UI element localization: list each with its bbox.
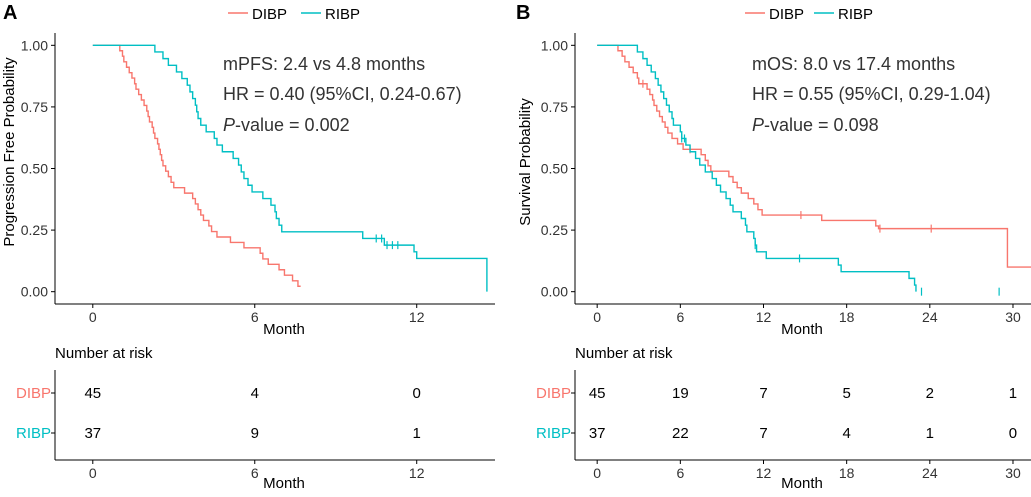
risk-x-axis-ticks: 0 6 12 xyxy=(89,460,425,481)
legend: DIBP RIBP xyxy=(745,6,873,23)
annotation-median: mPFS: 2.4 vs 4.8 months xyxy=(223,54,425,74)
x-tick-label: 6 xyxy=(251,309,259,325)
risk-value: 2 xyxy=(926,385,934,402)
x-axis-title: Month xyxy=(781,321,823,338)
risk-table-title: Number at risk xyxy=(575,345,673,362)
x-axis-title: Month xyxy=(263,321,305,338)
y-tick-label: 0.75 xyxy=(541,99,568,115)
y-axis-ticks: 0.00 0.25 0.50 0.75 1.00 xyxy=(21,37,55,300)
annotation-hr: HR = 0.40 (95%CI, 0.24-0.67) xyxy=(223,84,462,104)
panel-label: B xyxy=(516,2,530,24)
curve-dibp xyxy=(92,44,301,287)
curves xyxy=(92,44,488,292)
y-tick-label: 1.00 xyxy=(21,37,48,53)
y-tick-label: 0.00 xyxy=(541,284,568,300)
risk-value: 22 xyxy=(672,425,689,442)
risk-value: 4 xyxy=(251,385,259,402)
pvalue-italic: P xyxy=(752,115,764,135)
risk-values: 45 19 7 5 2 137 22 7 4 1 0 xyxy=(571,385,1017,442)
risk-value: 19 xyxy=(672,385,689,402)
y-tick-label: 0.75 xyxy=(21,99,48,115)
legend-label-ribp: RIBP xyxy=(838,6,873,23)
y-tick-label: 0.25 xyxy=(21,222,48,238)
risk-value: 1 xyxy=(926,425,934,442)
curve-dibp xyxy=(597,44,1031,268)
y-axis-title: Progression Free Probability xyxy=(1,57,18,247)
y-axis-ticks: 0.00 0.25 0.50 0.75 1.00 xyxy=(541,37,575,300)
risk-value: 0 xyxy=(1009,425,1017,442)
risk-x-axis-title: Month xyxy=(263,475,305,492)
risk-value: 7 xyxy=(759,425,767,442)
y-tick-label: 1.00 xyxy=(541,37,568,53)
legend: DIBP RIBP xyxy=(228,6,360,23)
risk-value: 0 xyxy=(413,385,421,402)
panel-label: A xyxy=(3,2,17,24)
risk-row-label-ribp: RIBP xyxy=(536,425,571,442)
y-tick-label: 0.25 xyxy=(541,222,568,238)
risk-x-tick-label: 24 xyxy=(922,465,938,481)
risk-x-tick-label: 12 xyxy=(756,465,772,481)
risk-x-tick-label: 6 xyxy=(251,465,259,481)
x-tick-label: 0 xyxy=(89,309,97,325)
risk-x-axis-ticks: 0 6 12 18 24 30 xyxy=(593,460,1021,481)
risk-row-label-ribp: RIBP xyxy=(16,425,51,442)
risk-values: 45 4 0 37 9 1 xyxy=(51,385,421,442)
risk-value: 7 xyxy=(759,385,767,402)
legend-label-dibp: DIBP xyxy=(769,6,804,23)
risk-x-tick-label: 0 xyxy=(89,465,97,481)
y-tick-label: 0.00 xyxy=(21,284,48,300)
x-tick-label: 12 xyxy=(756,309,772,325)
panel-b: B DIBP RIBP 0.000.250.500.751.00 0 6 12 18 2… xyxy=(516,2,1031,492)
risk-x-tick-label: 18 xyxy=(839,465,855,481)
annotation-pvalue: P-value = 0.002 xyxy=(223,115,350,135)
annotation-pvalue: P-value = 0.098 xyxy=(752,115,879,135)
risk-x-tick-label: 30 xyxy=(1005,465,1021,481)
risk-value: 45 xyxy=(589,385,606,402)
x-tick-label: 24 xyxy=(922,309,938,325)
legend-label-dibp: DIBP xyxy=(252,6,287,23)
risk-x-tick-label: 6 xyxy=(676,465,684,481)
risk-table: Number at risk DIBP RIBP 45 4 0 37 9 1 0 6 12 M… xyxy=(16,345,495,492)
pvalue-rest: -value = 0.002 xyxy=(235,115,350,135)
annotation-median: mOS: 8.0 vs 17.4 months xyxy=(752,54,955,74)
risk-row-label-dibp: DIBP xyxy=(536,385,571,402)
risk-value: 37 xyxy=(589,425,606,442)
curves xyxy=(597,44,1031,296)
curve-ribp xyxy=(597,44,917,292)
risk-table: Number at risk DIBP RIBP 45 19 7 5 2 137 22 7 4 1… xyxy=(536,345,1031,492)
panel-a: A DIBP RIBP 0.00 0.25 0.50 0.75 1.00 0 6 12 Pr… xyxy=(1,2,495,492)
risk-value: 1 xyxy=(413,425,421,442)
annotation-hr: HR = 0.55 (95%CI, 0.29-1.04) xyxy=(752,84,991,104)
risk-row-label-dibp: DIBP xyxy=(16,385,51,402)
x-tick-label: 0 xyxy=(593,309,601,325)
legend-label-ribp: RIBP xyxy=(325,6,360,23)
y-axis-title: Survival Probability xyxy=(517,98,534,226)
risk-value: 37 xyxy=(84,425,101,442)
y-tick-label: 0.50 xyxy=(541,161,568,177)
risk-value: 5 xyxy=(842,385,850,402)
x-tick-label: 6 xyxy=(676,309,684,325)
x-tick-label: 18 xyxy=(839,309,855,325)
x-tick-label: 30 xyxy=(1005,309,1021,325)
pvalue-italic: P xyxy=(223,115,235,135)
risk-value: 45 xyxy=(84,385,101,402)
risk-value: 4 xyxy=(842,425,850,442)
risk-x-axis-title: Month xyxy=(781,475,823,492)
risk-x-tick-label: 0 xyxy=(593,465,601,481)
risk-value: 9 xyxy=(251,425,259,442)
risk-table-title: Number at risk xyxy=(55,345,153,362)
pvalue-rest: -value = 0.098 xyxy=(764,115,879,135)
x-axis-ticks: 0 6 12 18 24 30 xyxy=(593,304,1021,325)
curve-ribp xyxy=(92,44,488,292)
x-tick-label: 12 xyxy=(409,309,425,325)
y-tick-label: 0.50 xyxy=(21,161,48,177)
x-axis-ticks: 0 6 12 xyxy=(89,304,425,325)
risk-x-tick-label: 12 xyxy=(409,465,425,481)
risk-value: 1 xyxy=(1009,385,1017,402)
